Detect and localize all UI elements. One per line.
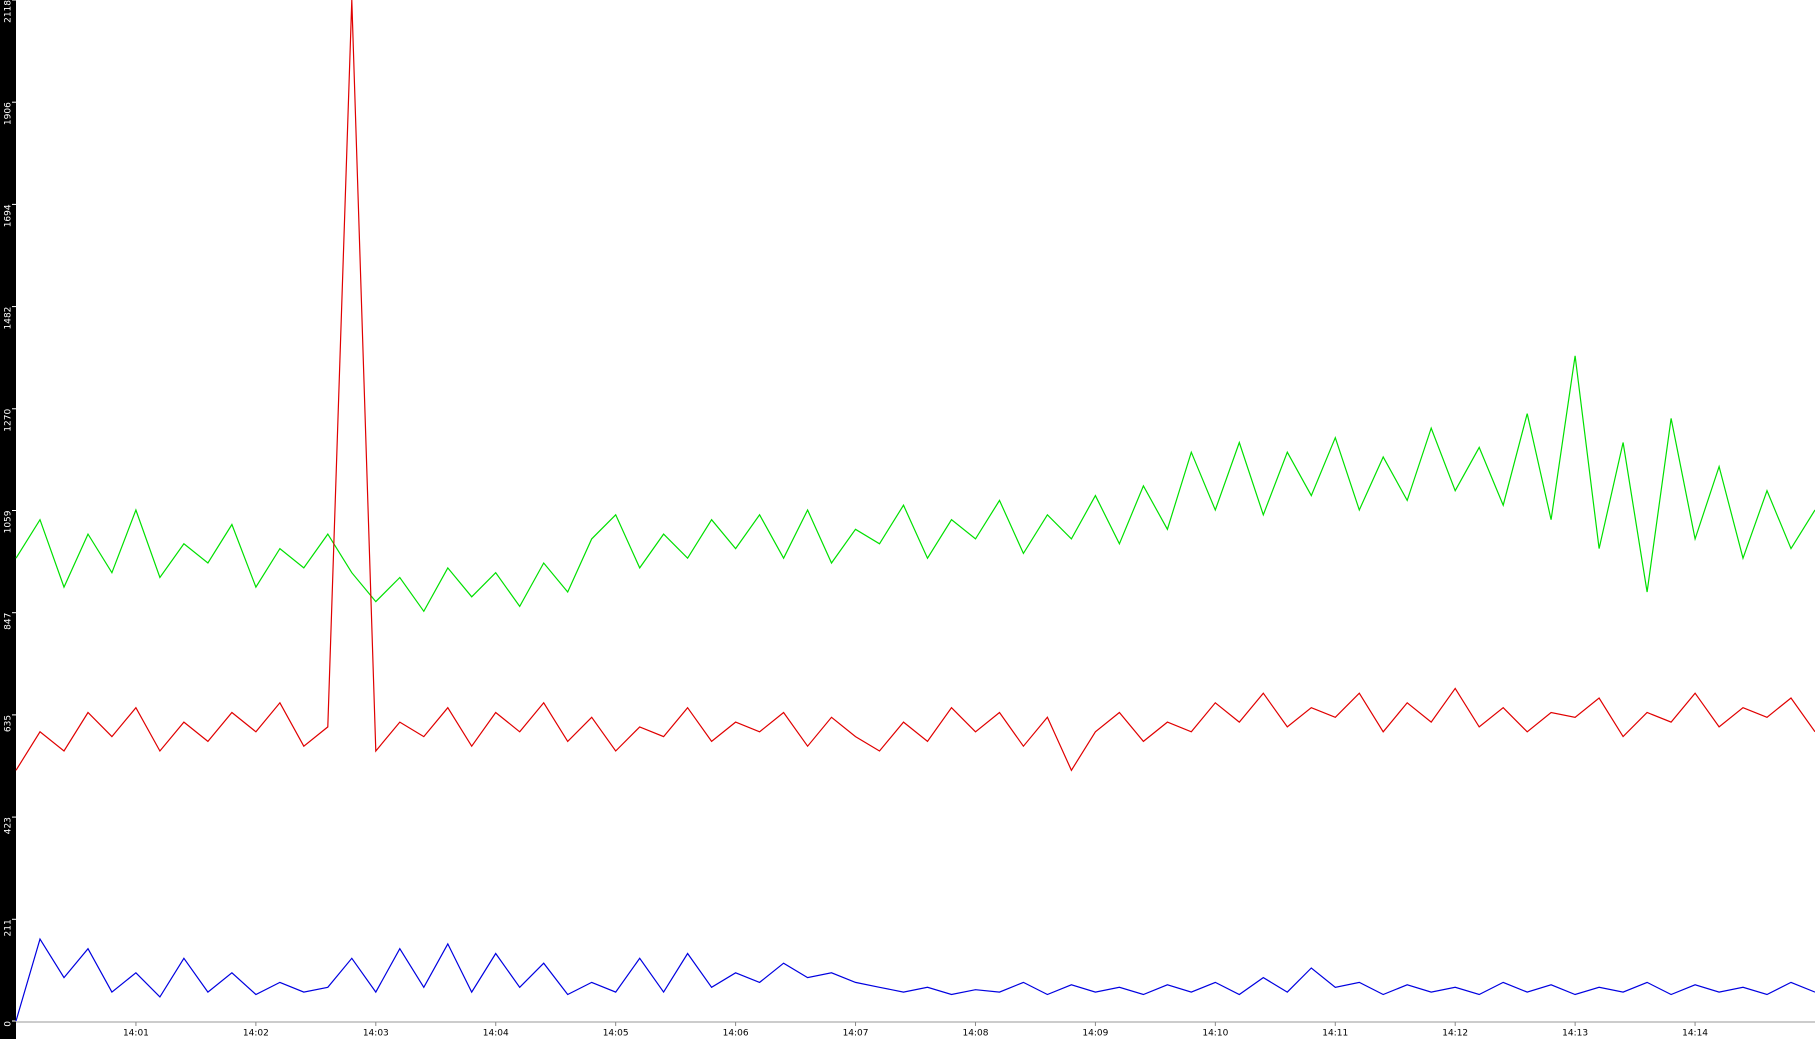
x-tick-label: 14:14 (1682, 1029, 1708, 1039)
y-tick-label: 423 (4, 817, 14, 834)
x-tick-label: 14:06 (723, 1029, 749, 1039)
x-tick-label: 14:01 (123, 1029, 149, 1039)
x-tick-label: 14:02 (243, 1029, 269, 1039)
x-tick-label: 14:12 (1442, 1029, 1468, 1039)
y-tick-label: 1270 (4, 409, 14, 432)
series-line (15, 937, 1815, 1022)
y-tick-label: 2118 (4, 0, 14, 23)
x-tick-label: 14:11 (1322, 1029, 1348, 1039)
series-line (15, 355, 1815, 613)
y-tick-label: 1694 (4, 204, 14, 227)
y-axis-strip (0, 0, 16, 1039)
x-tick-label: 14:09 (1082, 1029, 1108, 1039)
series-line (15, 0, 1815, 772)
x-tick-label: 14:08 (962, 1029, 988, 1039)
y-tick-label: 1059 (4, 510, 14, 533)
x-tick-label: 14:04 (483, 1029, 509, 1039)
y-tick-label: 847 (4, 613, 14, 630)
x-tick-label: 14:13 (1562, 1029, 1588, 1039)
x-tick-label: 14:10 (1202, 1029, 1228, 1039)
x-tick-label: 14:05 (603, 1029, 629, 1039)
y-tick-label: 635 (4, 715, 14, 732)
x-tick-label: 14:07 (843, 1029, 869, 1039)
y-tick-label: 0 (4, 1021, 14, 1027)
y-tick-label: 1906 (4, 102, 14, 125)
y-tick-label: 1482 (4, 307, 14, 330)
y-tick-label: 211 (4, 919, 14, 936)
x-tick-label: 14:03 (363, 1029, 389, 1039)
